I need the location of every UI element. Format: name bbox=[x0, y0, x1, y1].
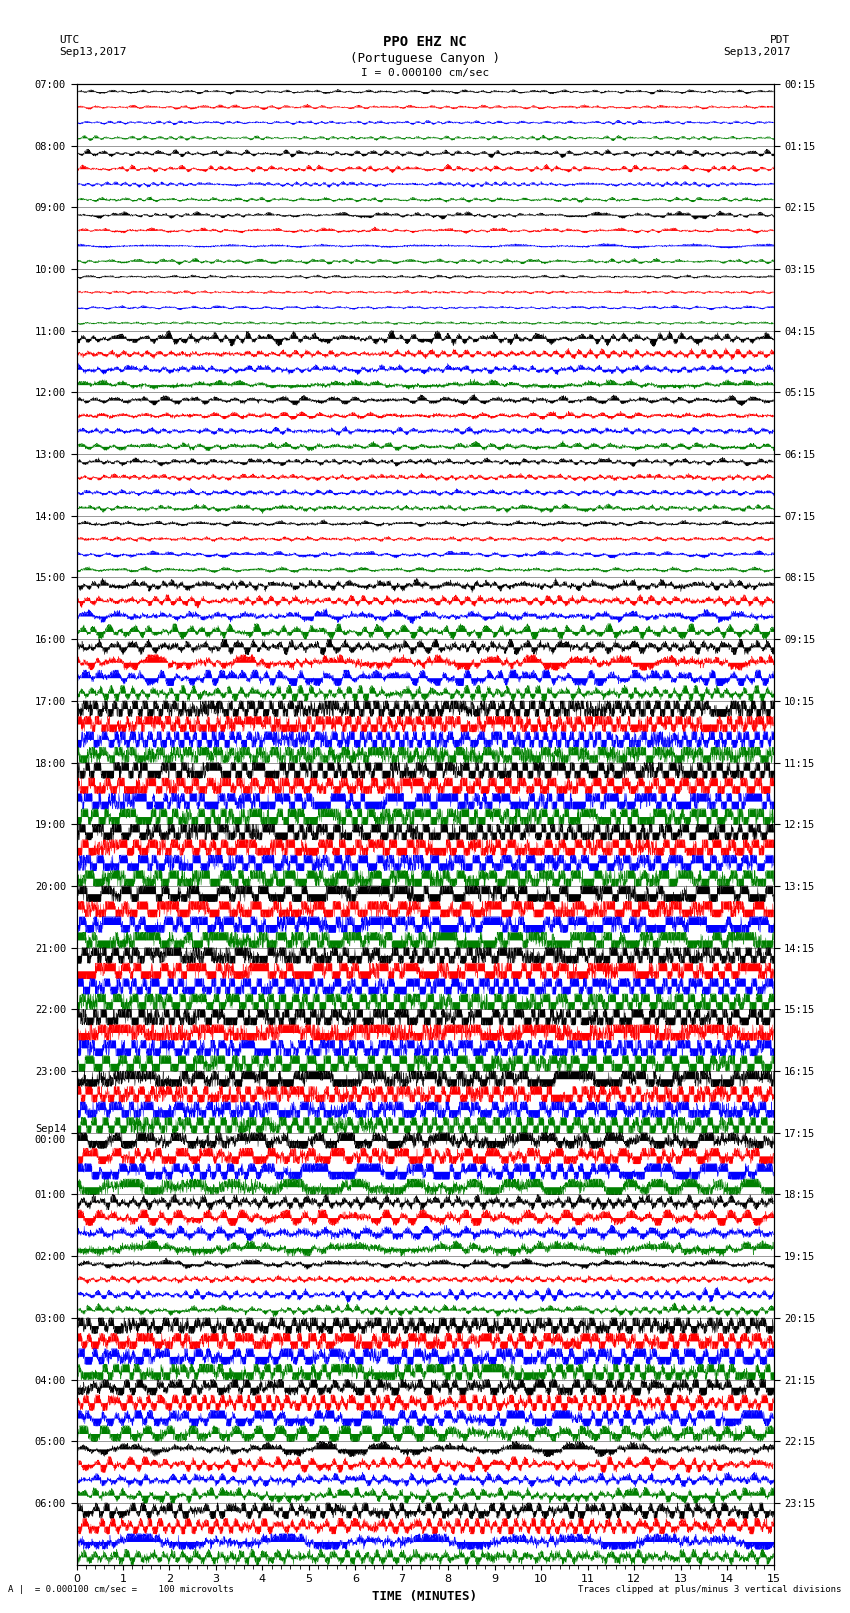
Text: I = 0.000100 cm/sec: I = 0.000100 cm/sec bbox=[361, 68, 489, 77]
Text: A |  = 0.000100 cm/sec =    100 microvolts: A | = 0.000100 cm/sec = 100 microvolts bbox=[8, 1584, 235, 1594]
Text: PPO EHZ NC: PPO EHZ NC bbox=[383, 35, 467, 50]
Text: UTC
Sep13,2017: UTC Sep13,2017 bbox=[60, 35, 127, 56]
X-axis label: TIME (MINUTES): TIME (MINUTES) bbox=[372, 1590, 478, 1603]
Text: (Portuguese Canyon ): (Portuguese Canyon ) bbox=[350, 52, 500, 65]
Text: PDT
Sep13,2017: PDT Sep13,2017 bbox=[723, 35, 791, 56]
Text: Traces clipped at plus/minus 3 vertical divisions: Traces clipped at plus/minus 3 vertical … bbox=[578, 1584, 842, 1594]
